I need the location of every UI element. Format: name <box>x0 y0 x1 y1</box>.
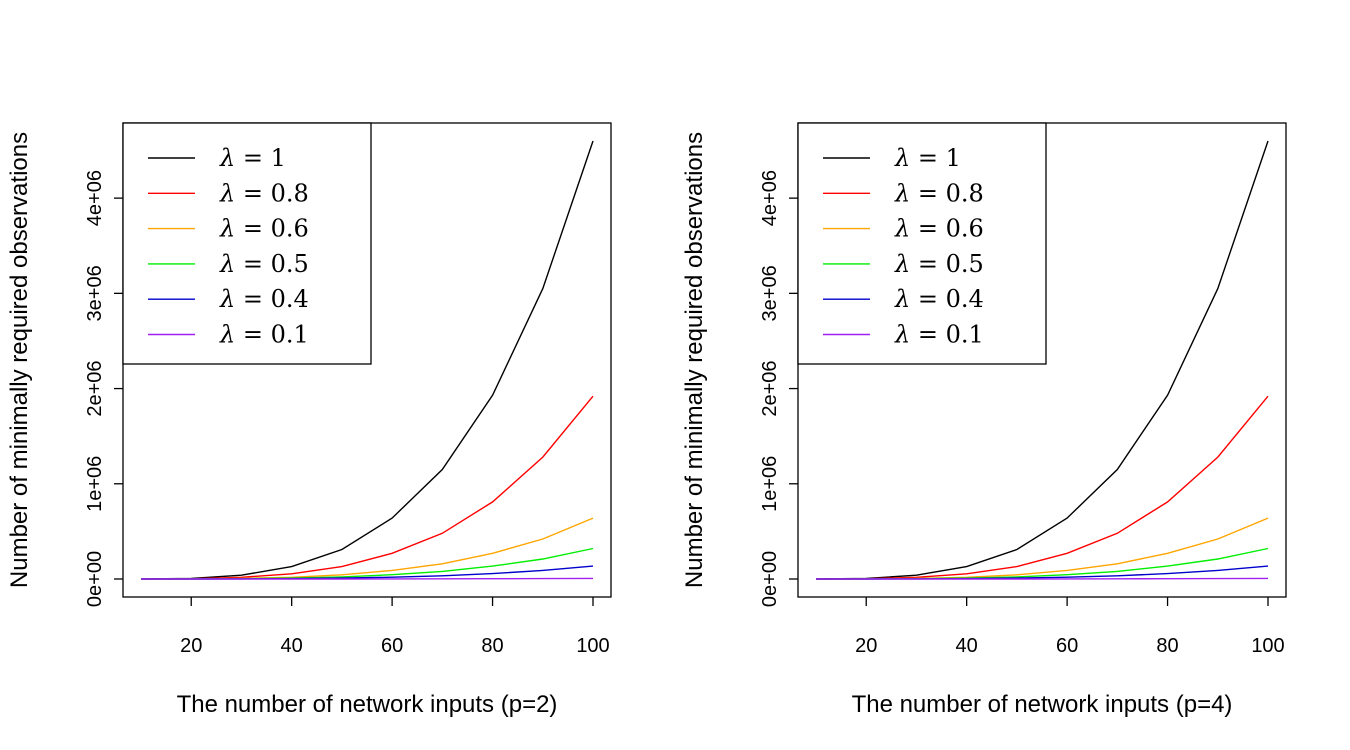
y-axis-title: Number of minimally required observation… <box>6 132 33 588</box>
legend-label: λ = 0.6 <box>219 215 309 243</box>
legend-label: λ = 0.8 <box>894 179 984 207</box>
y-tick-label: 0e+00 <box>84 551 106 607</box>
x-tick-label: 20 <box>855 635 877 657</box>
x-tick-label: 80 <box>481 635 503 657</box>
legend-label: λ = 0.8 <box>219 179 309 207</box>
x-axis-title: The number of network inputs (p=2) <box>177 691 558 718</box>
y-tick-label: 3e+06 <box>759 265 781 321</box>
x-tick-label: 20 <box>180 635 202 657</box>
y-tick-label: 1e+06 <box>759 456 781 512</box>
legend-label: λ = 0.1 <box>219 321 309 349</box>
x-tick-label: 100 <box>1251 635 1284 657</box>
series-line-lambda-0.1 <box>816 577 1269 580</box>
series-line-lambda-0.5 <box>141 547 594 580</box>
series-line-lambda-0.8 <box>815 395 1269 580</box>
chart-panel-2: 20 40 60 80 100 0e+00 1e+06 2e+06 3e+06 4e+06 The … <box>681 122 1287 718</box>
x-tick-label: 40 <box>956 635 978 657</box>
series-line-lambda-0.6 <box>140 517 594 580</box>
series-line-lambda-0.5 <box>816 547 1269 580</box>
legend: λ = 1 λ = 0.8 λ = 0.6 λ = 0.5 λ = 0.4 λ = 0.1 <box>797 122 1047 365</box>
legend-box <box>797 122 1047 365</box>
y-tick-label: 3e+06 <box>84 265 106 321</box>
chart-panel-1: 20 40 60 80 100 0e+00 1e+06 2e+06 3e+06 4e+06 The … <box>6 122 612 718</box>
x-tick-label: 60 <box>1056 635 1078 657</box>
series-line-lambda-1 <box>815 140 1269 580</box>
x-tick-label: 60 <box>381 635 403 657</box>
y-axis-title: Number of minimally required observation… <box>681 132 708 588</box>
legend-label: λ = 0.5 <box>894 250 984 278</box>
series-line-lambda-0.6 <box>815 517 1269 580</box>
legend-box <box>122 122 372 365</box>
legend-label: λ = 0.1 <box>894 321 984 349</box>
legend-label: λ = 1 <box>219 144 286 172</box>
legend-label: λ = 0.4 <box>219 285 309 313</box>
legend-label: λ = 0.5 <box>219 250 309 278</box>
legend-label: λ = 1 <box>894 144 961 172</box>
series-line-lambda-1 <box>140 140 594 580</box>
y-tick-label: 1e+06 <box>84 456 106 512</box>
legend-label: λ = 0.4 <box>894 285 984 313</box>
x-axis-title: The number of network inputs (p=4) <box>852 691 1233 718</box>
x-tick-label: 40 <box>281 635 303 657</box>
y-tick-label: 4e+06 <box>759 170 781 226</box>
x-tick-label: 80 <box>1156 635 1178 657</box>
legend: λ = 1 λ = 0.8 λ = 0.6 λ = 0.5 λ = 0.4 λ = 0.1 <box>122 122 372 365</box>
series-line-lambda-0.1 <box>141 577 594 580</box>
series-line-lambda-0.8 <box>140 395 594 580</box>
y-tick-label: 2e+06 <box>84 360 106 416</box>
y-tick-label: 2e+06 <box>759 360 781 416</box>
x-tick-label: 100 <box>576 635 609 657</box>
y-tick-label: 0e+00 <box>759 551 781 607</box>
legend-label: λ = 0.6 <box>894 215 984 243</box>
y-tick-label: 4e+06 <box>84 170 106 226</box>
